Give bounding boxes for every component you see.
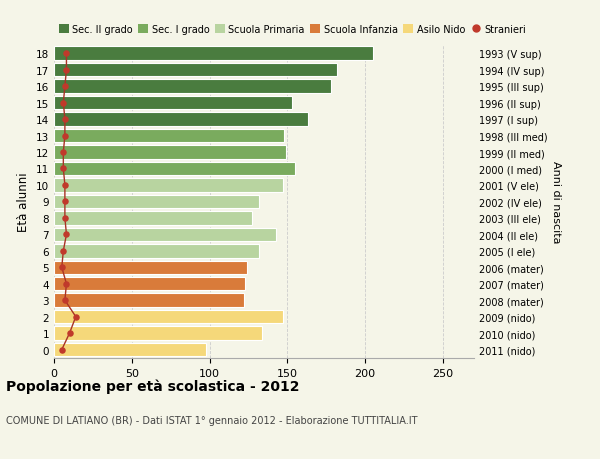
Point [62,50,71,58]
Point [60,198,70,206]
Point [57,346,67,353]
Point [59,165,68,173]
Point [57,264,67,271]
Bar [54,179,283,192]
Bar [54,64,337,77]
Y-axis label: Anni di nascita: Anni di nascita [551,161,562,243]
Point [60,116,70,123]
Point [71,313,80,321]
Bar [54,294,244,307]
Bar [54,80,331,94]
Point [59,149,68,157]
Bar [54,162,295,176]
Bar [54,129,284,143]
Bar [54,212,251,225]
Point [60,215,70,222]
Point [59,100,68,107]
Text: COMUNE DI LATIANO (BR) - Dati ISTAT 1° gennaio 2012 - Elaborazione TUTTITALIA.IT: COMUNE DI LATIANO (BR) - Dati ISTAT 1° g… [6,415,418,425]
Point [60,297,70,304]
Point [60,83,70,90]
Text: Popolazione per età scolastica - 2012: Popolazione per età scolastica - 2012 [6,379,299,393]
Bar [54,47,373,61]
Bar [54,327,262,340]
Point [60,182,70,189]
Point [60,133,70,140]
Bar [54,310,283,324]
Point [62,231,71,239]
Point [62,280,71,288]
Y-axis label: Età alunni: Età alunni [17,172,31,232]
Bar [54,195,259,209]
Bar [54,228,277,241]
Bar [54,261,247,274]
Point [62,67,71,74]
Bar [54,113,308,127]
Legend: Sec. II grado, Sec. I grado, Scuola Primaria, Scuola Infanzia, Asilo Nido, Stran: Sec. II grado, Sec. I grado, Scuola Prim… [59,25,526,35]
Point [59,247,68,255]
Bar [54,97,292,110]
Bar [54,245,259,258]
Bar [54,277,245,291]
Bar [54,146,286,159]
Bar [54,343,206,357]
Point [65,330,74,337]
